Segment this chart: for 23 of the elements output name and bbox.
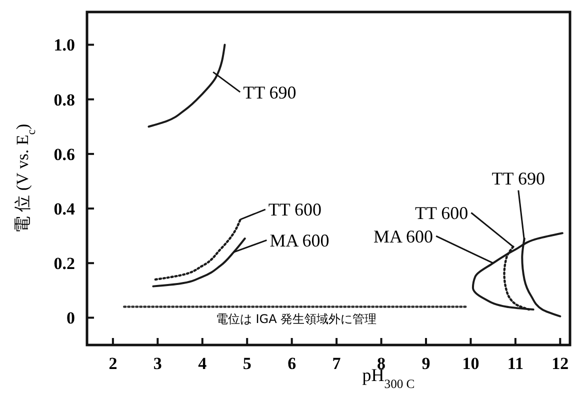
- annotation: MA 600: [270, 230, 330, 250]
- annotation: MA 600: [374, 226, 434, 246]
- annotation: 電位は IGA 発生領域外に管理: [216, 312, 377, 326]
- annotation: TT 690: [243, 82, 296, 102]
- x-tick-label: 4: [198, 354, 208, 373]
- x-tick-label: 7: [332, 354, 342, 373]
- x-tick-label: 6: [288, 354, 296, 373]
- annotation: TT 600: [415, 203, 468, 224]
- y-tick-label: 0.4: [54, 199, 76, 218]
- x-tick-label: 2: [108, 354, 118, 373]
- x-tick-label: 9: [422, 354, 430, 373]
- x-tick-label: 3: [153, 354, 162, 373]
- y-tick-label: 0.2: [54, 254, 75, 274]
- annotation: TT 600: [268, 200, 322, 220]
- x-tick-label: 11: [507, 354, 524, 373]
- x-tick-label: 10: [462, 354, 480, 373]
- y-tick-label: 0.6: [54, 144, 75, 164]
- x-tick-label: 12: [552, 354, 569, 373]
- y-tick-label: 0.8: [54, 90, 75, 110]
- annotation: TT 690: [492, 168, 545, 188]
- y-tick-label: 0: [66, 308, 75, 328]
- y-tick-label: 1.0: [54, 36, 75, 55]
- x-tick-label: 5: [242, 354, 252, 373]
